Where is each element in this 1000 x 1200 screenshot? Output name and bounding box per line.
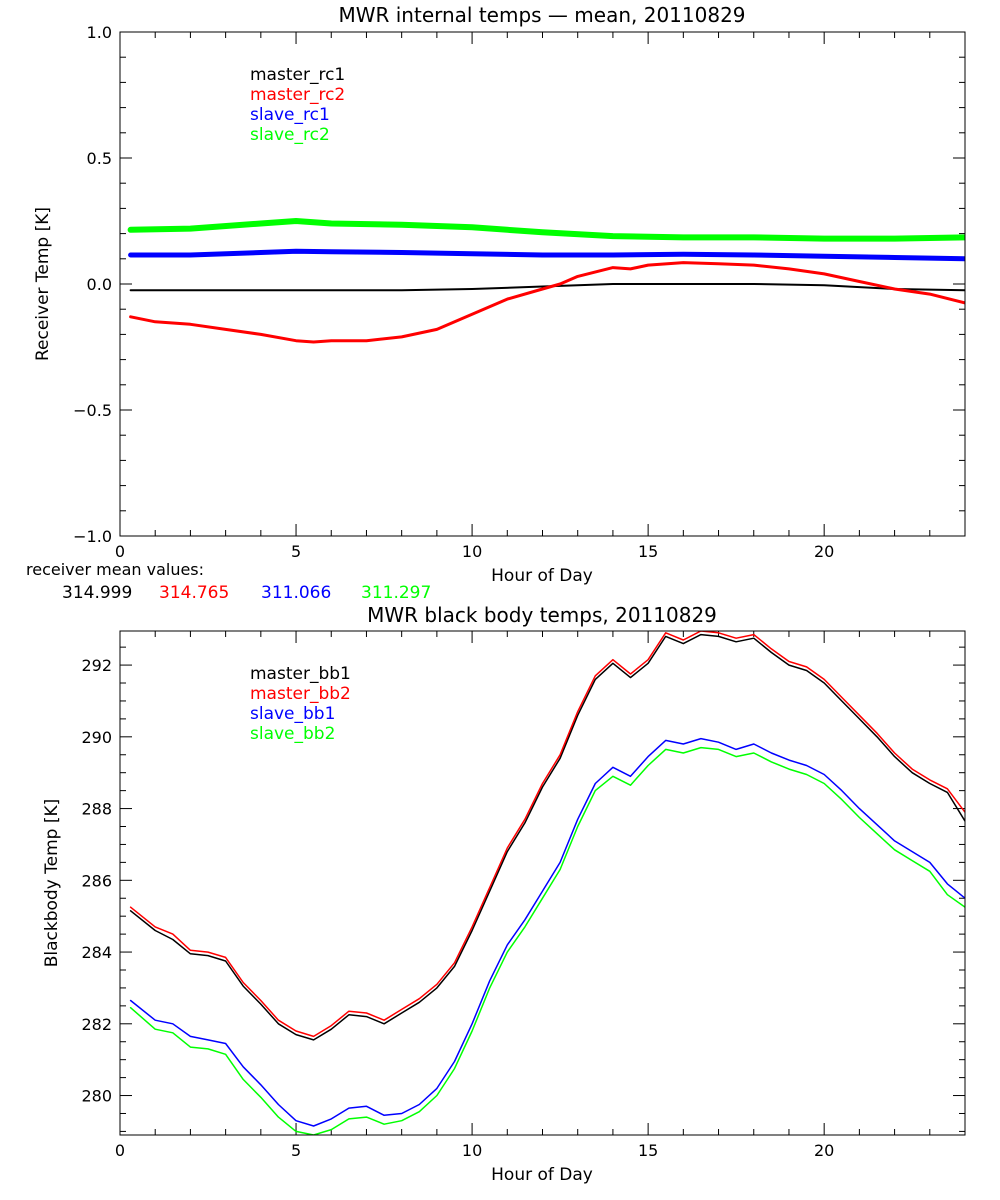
- legend-entry: master_rc2: [250, 85, 345, 105]
- legend-entry: slave_rc1: [250, 105, 330, 125]
- series-lines: [129, 631, 965, 1135]
- y-tick-label: 280: [81, 1087, 112, 1106]
- legend-entry: slave_bb1: [250, 704, 335, 724]
- receiver-mean-note: receiver mean values: 314.999 314.765 31…: [26, 560, 431, 603]
- receiver-mean-label: receiver mean values:: [26, 560, 204, 579]
- series-line-master-bb1: [129, 633, 965, 1041]
- y-tick-label: 290: [81, 728, 112, 747]
- y-tick-label: 286: [81, 871, 112, 890]
- series-line-master-rc2: [129, 261, 965, 344]
- series-line-master-bb2: [129, 631, 965, 1038]
- y-tick-label: 292: [81, 656, 112, 675]
- x-tick-label: 10: [462, 1141, 482, 1160]
- legend-entry: master_rc1: [250, 65, 345, 85]
- x-tick-label: 10: [462, 542, 482, 561]
- x-tick-label: 5: [291, 542, 301, 561]
- y-tick-label: 288: [81, 800, 112, 819]
- legend-entry: master_bb2: [250, 684, 351, 704]
- minor-ticks: [120, 631, 966, 1135]
- major-ticks: [119, 631, 965, 1135]
- y-tick-label: −0.5: [73, 401, 112, 420]
- x-tick-label: 15: [638, 542, 658, 561]
- series-line-slave-bb1: [129, 737, 965, 1127]
- x-axis-label: Hour of Day: [491, 566, 593, 586]
- tick-labels: 0 5 10 15 20 −1.0 −0.5 0.0 0.5 1.0: [73, 23, 834, 561]
- x-tick-label: 5: [291, 1141, 301, 1160]
- receiver-temps-panel: MWR internal temps — mean, 20110829 0 5 10…: [33, 3, 966, 586]
- x-tick-label: 0: [115, 542, 125, 561]
- receiver-mean-value: 314.765: [159, 583, 229, 603]
- legend-entry: master_bb1: [250, 664, 351, 684]
- x-tick-label: 0: [115, 1141, 125, 1160]
- legend-entry: slave_bb2: [250, 724, 335, 744]
- legend-entry: slave_rc2: [250, 125, 330, 145]
- chart-title: MWR black body temps, 20110829: [367, 603, 717, 627]
- series-line-slave-bb2: [129, 746, 965, 1135]
- blackbody-temps-panel: MWR black body temps, 20110829 0 5 10 15 20 2…: [42, 603, 966, 1185]
- series-line-slave-rc2: [127, 218, 965, 242]
- receiver-mean-value: 314.999: [62, 583, 132, 603]
- plot-frame: [119, 630, 966, 1136]
- plot-frame: [119, 31, 966, 537]
- x-axis-label: Hour of Day: [491, 1165, 593, 1185]
- receiver-mean-value: 311.066: [261, 583, 331, 603]
- y-tick-label: 0.5: [87, 149, 112, 168]
- y-tick-label: 284: [81, 943, 112, 962]
- x-tick-label: 20: [814, 542, 834, 561]
- series-line-slave-rc1: [128, 248, 965, 262]
- x-tick-label: 15: [638, 1141, 658, 1160]
- y-tick-label: 282: [81, 1015, 112, 1034]
- y-tick-label: 0.0: [87, 275, 112, 294]
- chart-title: MWR internal temps — mean, 20110829: [338, 3, 745, 27]
- series-lines: [127, 218, 965, 344]
- y-axis-label: Blackbody Temp [K]: [42, 799, 62, 968]
- series-line-master-rc1: [129, 283, 965, 292]
- y-tick-label: 1.0: [87, 23, 112, 42]
- receiver-mean-value: 311.297: [361, 583, 431, 603]
- x-tick-label: 20: [814, 1141, 834, 1160]
- y-axis-label: Receiver Temp [K]: [33, 207, 53, 361]
- y-tick-label: −1.0: [73, 527, 112, 546]
- tick-labels: 0 5 10 15 20 280 282 284 286 288 290 292: [81, 656, 834, 1160]
